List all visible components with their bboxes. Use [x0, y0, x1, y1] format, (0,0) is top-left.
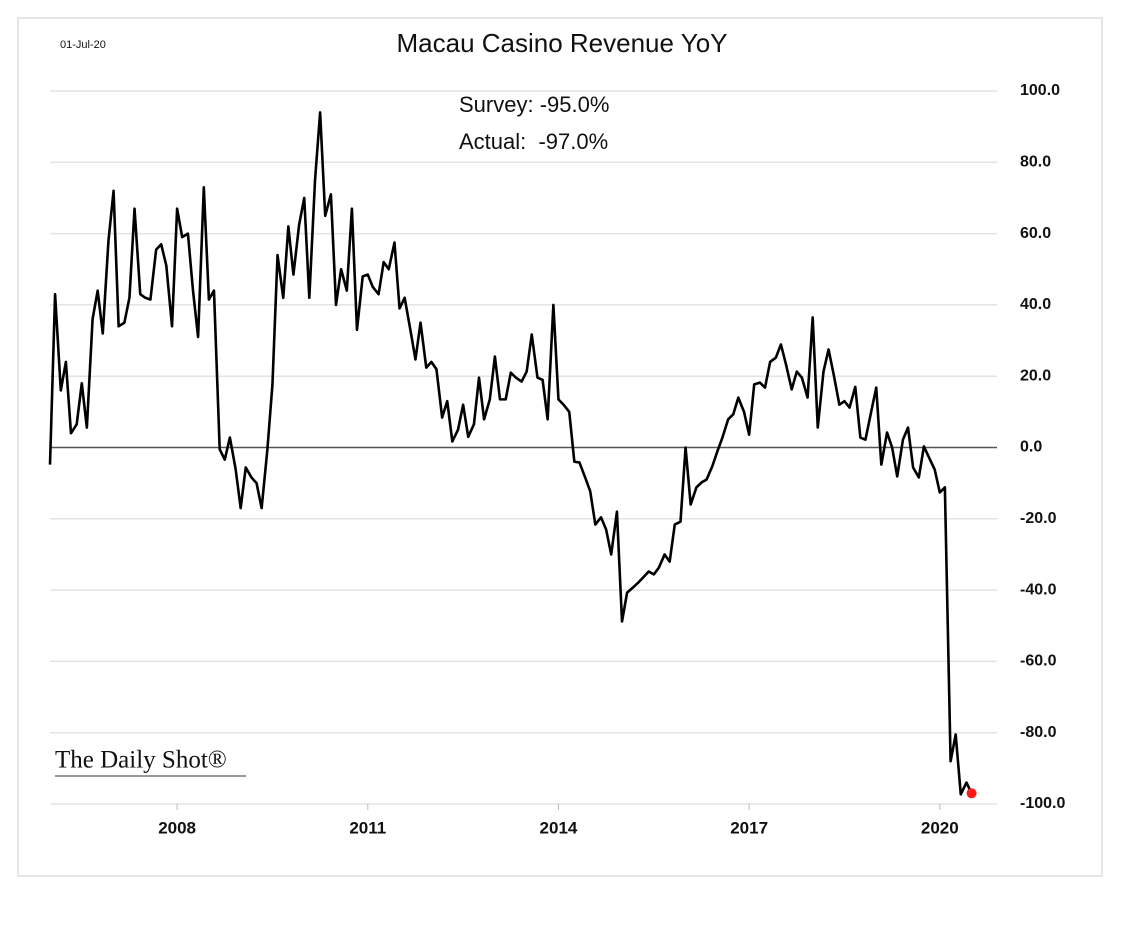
y-tick-label: 40.0: [1020, 296, 1051, 313]
y-tick-label: 20.0: [1020, 367, 1051, 384]
chart-title: Macau Casino Revenue YoY: [396, 28, 727, 58]
x-tick-label: 2014: [540, 818, 578, 837]
data-line: [48, 111, 973, 796]
source-logo: The Daily Shot®: [55, 747, 227, 774]
annotation: Actual: -97.0%: [459, 129, 608, 154]
y-tick-label: 100.0: [1020, 82, 1060, 99]
y-tick-label: 60.0: [1020, 225, 1051, 242]
y-tick-label: -80.0: [1020, 724, 1057, 741]
x-tick-label: 2020: [921, 818, 959, 837]
y-tick-label: -100.0: [1020, 795, 1065, 812]
y-tick-label: -40.0: [1020, 581, 1057, 598]
x-tick-label: 2017: [730, 818, 768, 837]
x-tick-label: 2008: [158, 818, 196, 837]
y-tick-label: -20.0: [1020, 510, 1057, 527]
y-tick-label: -60.0: [1020, 653, 1057, 670]
y-tick-label: 0.0: [1020, 439, 1042, 456]
last-point: [966, 788, 977, 799]
annotation: Survey: -95.0%: [459, 92, 609, 117]
date-label: 01-Jul-20: [60, 39, 106, 51]
y-tick-label: 80.0: [1020, 154, 1051, 171]
x-tick-label: 2011: [349, 818, 386, 837]
